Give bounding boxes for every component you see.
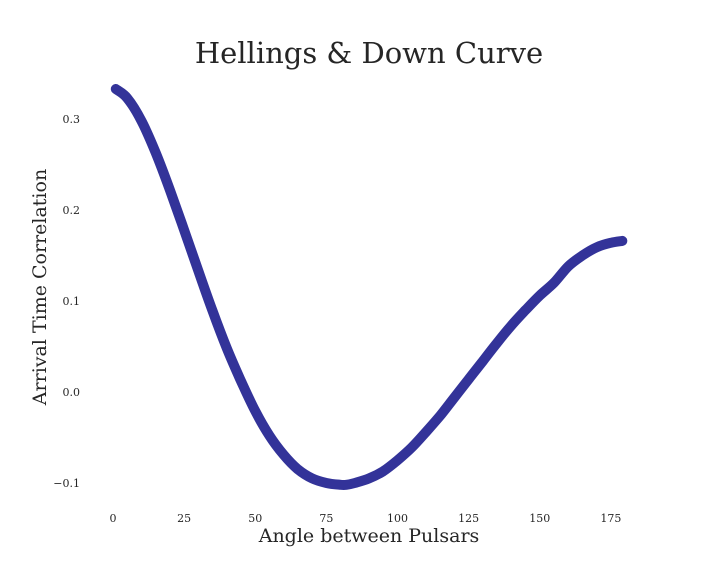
- hd-correlation-line: [110, 84, 628, 491]
- chart-title: Hellings & Down Curve: [195, 36, 543, 70]
- y-tick-label: 0.0: [63, 386, 81, 399]
- series-layer: [110, 84, 628, 491]
- x-axis-label: Angle between Pulsars: [258, 525, 480, 547]
- y-tick-label: 0.2: [63, 204, 81, 217]
- x-tick-label: 50: [248, 512, 262, 525]
- y-tick-labels: −0.1 0.0 0.1 0.2 0.3: [53, 113, 80, 490]
- x-tick-label: 125: [458, 512, 479, 525]
- x-tick-label: 100: [387, 512, 408, 525]
- x-tick-labels: 0 25 50 75 100 125 150 175: [110, 512, 622, 525]
- x-tick-label: 25: [177, 512, 191, 525]
- y-tick-label: 0.3: [63, 113, 81, 126]
- x-tick-label: 0: [110, 512, 117, 525]
- y-axis-label: Arrival Time Correlation: [29, 169, 51, 406]
- x-tick-label: 175: [600, 512, 621, 525]
- x-tick-label: 75: [319, 512, 333, 525]
- y-tick-label: 0.1: [63, 295, 81, 308]
- y-tick-label: −0.1: [53, 477, 80, 490]
- x-tick-label: 150: [529, 512, 550, 525]
